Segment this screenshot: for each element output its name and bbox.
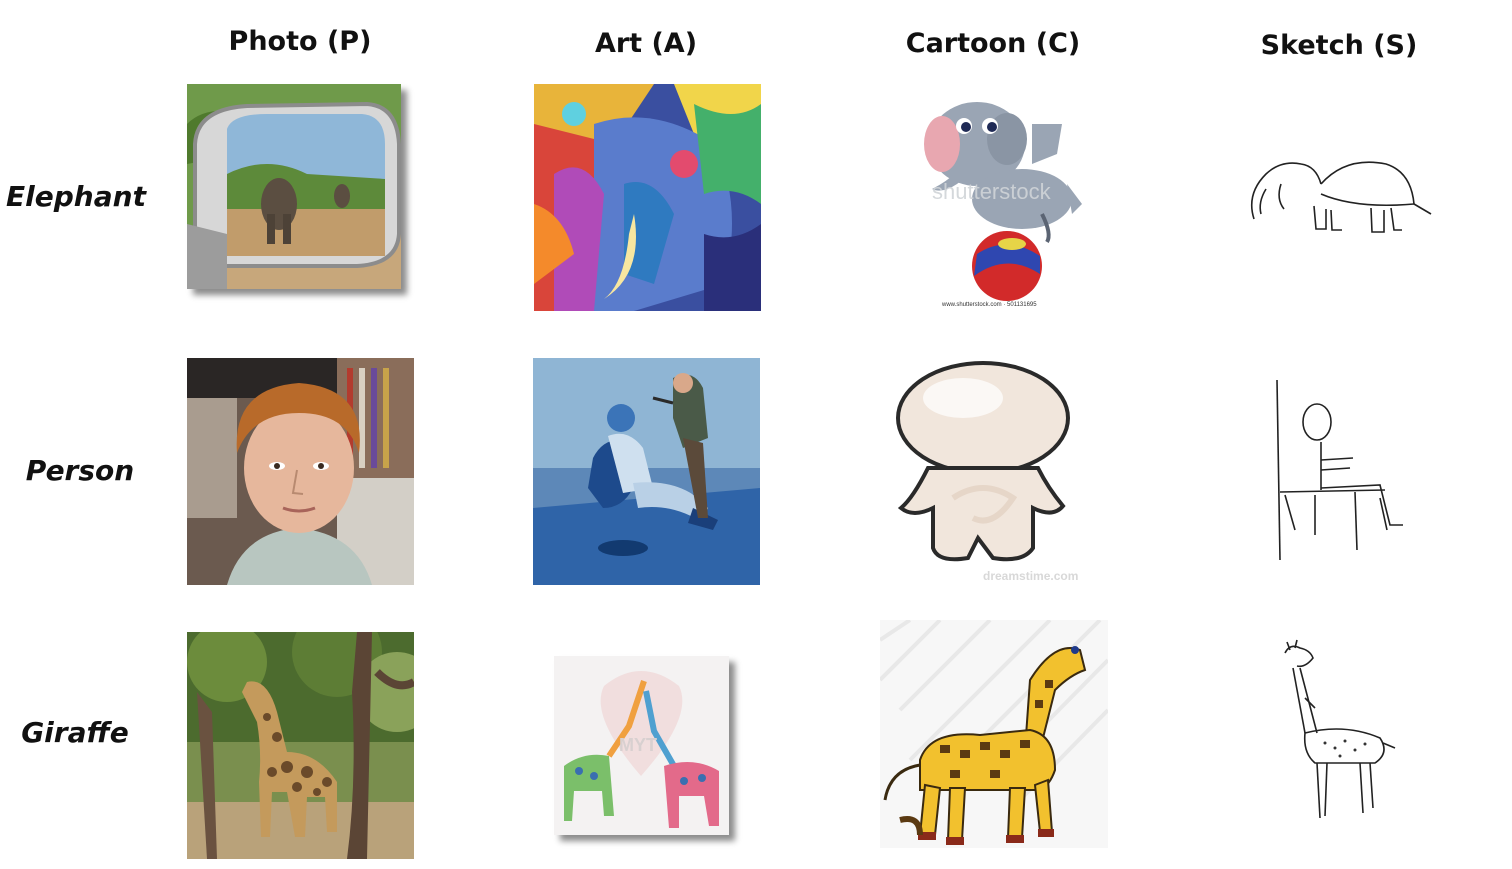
column-header-art: Art (A) [594,28,698,59]
row-label-person: Person [25,454,135,487]
giraffe-sketch-image [1265,638,1415,828]
giraffe-photo-image [187,632,414,859]
art-text-overlay: MYT [619,735,657,755]
column-header-photo: Photo (P) [228,26,372,57]
dreamstime-watermark: dreamstime.com [983,569,1078,583]
row-label-elephant: Elephant [6,180,146,213]
person-art-image [533,358,760,585]
shutterstock-url: www.shutterstock.com · 501131695 [941,302,1037,308]
person-cartoon-image: dreamstime.com [883,358,1109,584]
giraffe-cartoon-image [880,620,1108,848]
elephant-art-image [534,84,761,311]
column-header-sketch: Sketch (S) [1260,30,1418,61]
elephant-cartoon-image: shutterstock www.shutterstock.com · 5011… [882,84,1110,312]
elephant-sketch-image [1226,84,1454,312]
row-label-giraffe: Giraffe [21,716,129,749]
elephant-photo-image [187,84,401,289]
giraffe-art-image: MYT [554,656,729,835]
person-photo-image [187,358,414,585]
column-header-cartoon: Cartoon (C) [905,28,1081,59]
shutterstock-watermark: shutterstock [932,179,1052,204]
person-sketch-image [1255,370,1425,570]
